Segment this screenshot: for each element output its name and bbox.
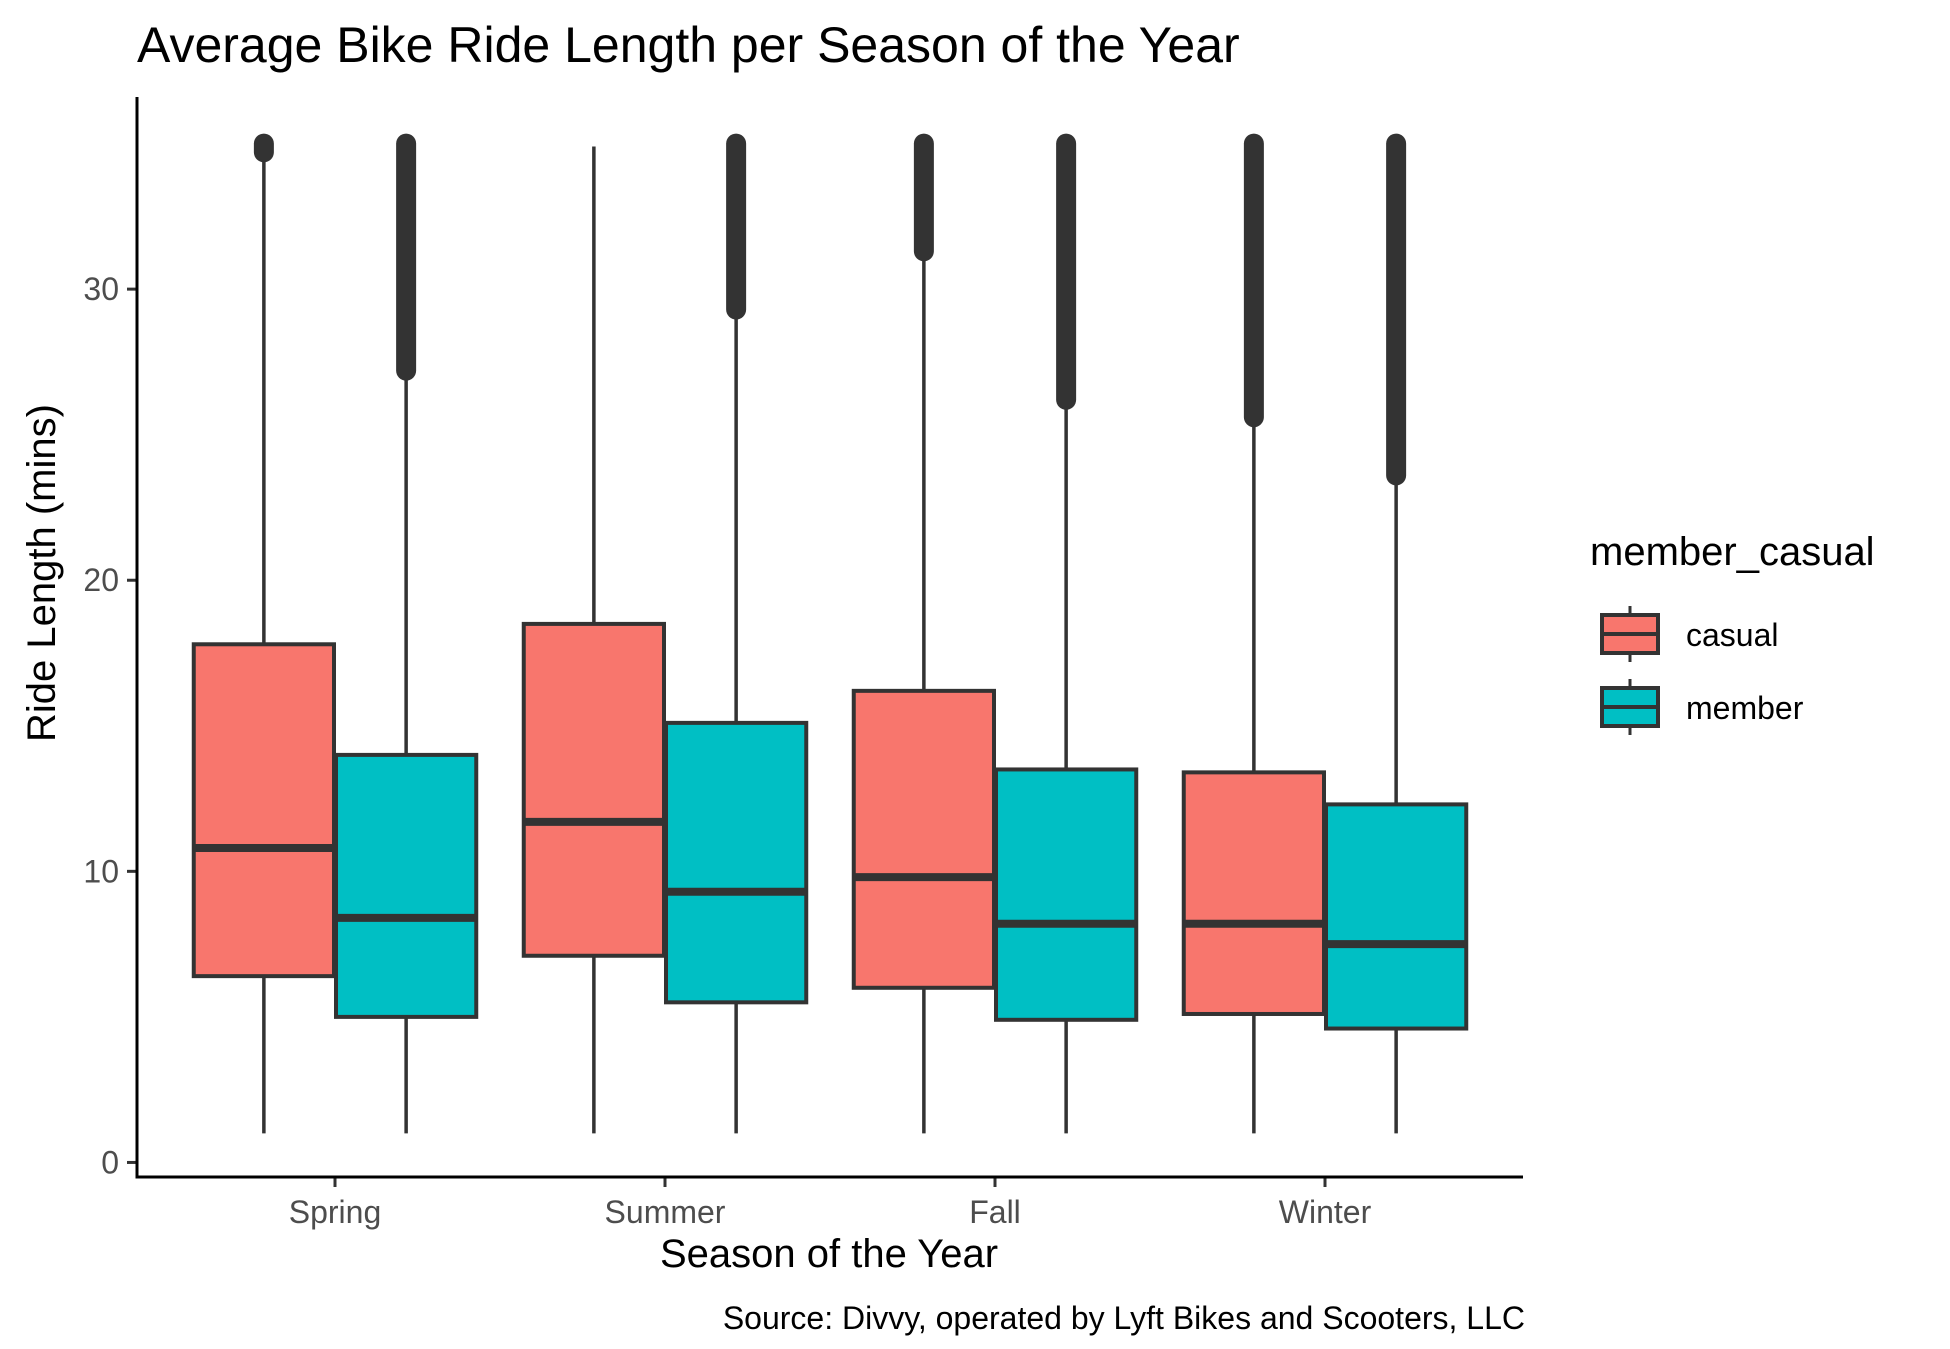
box-casual-spring xyxy=(191,133,336,1134)
y-tick-label: 30 xyxy=(83,271,119,307)
iqr-box xyxy=(664,720,809,1005)
x-tick-label: Winter xyxy=(1279,1194,1372,1230)
iqr-box xyxy=(1181,770,1326,1016)
box-casual-summer xyxy=(521,146,666,1134)
box-member-fall xyxy=(994,133,1139,1134)
iqr-box xyxy=(521,621,666,958)
y-axis-title: Ride Length (mins) xyxy=(20,404,64,742)
plot-area: 0 10 20 30 Spring Summer Fall Winter xyxy=(83,97,1523,1230)
chart-caption: Source: Divvy, operated by Lyft Bikes an… xyxy=(723,1300,1525,1336)
legend-label: casual xyxy=(1686,617,1779,653)
iqr-box xyxy=(334,752,479,1019)
legend: member_casual casual member xyxy=(1590,530,1875,735)
legend-label: member xyxy=(1686,690,1804,726)
iqr-box xyxy=(191,642,336,979)
x-tick-label: Fall xyxy=(969,1194,1021,1230)
x-axis-title: Season of the Year xyxy=(660,1232,998,1276)
legend-title: member_casual xyxy=(1590,530,1875,574)
iqr-box xyxy=(851,688,996,990)
x-tick-label: Summer xyxy=(605,1194,726,1230)
x-tick-label: Spring xyxy=(289,1194,382,1230)
y-tick-label: 20 xyxy=(83,562,119,598)
chart-title: Average Bike Ride Length per Season of t… xyxy=(137,17,1240,73)
box-casual-fall xyxy=(851,133,996,1134)
box-member-spring xyxy=(334,133,479,1134)
legend-item-member: member xyxy=(1600,679,1804,735)
box-member-winter xyxy=(1324,133,1469,1134)
y-tick-label: 0 xyxy=(101,1144,119,1180)
iqr-box xyxy=(1324,802,1469,1031)
y-tick-label: 10 xyxy=(83,853,119,889)
box-member-summer xyxy=(664,133,809,1134)
legend-item-casual: casual xyxy=(1600,606,1779,662)
iqr-box xyxy=(994,767,1139,1022)
box-casual-winter xyxy=(1181,133,1326,1134)
